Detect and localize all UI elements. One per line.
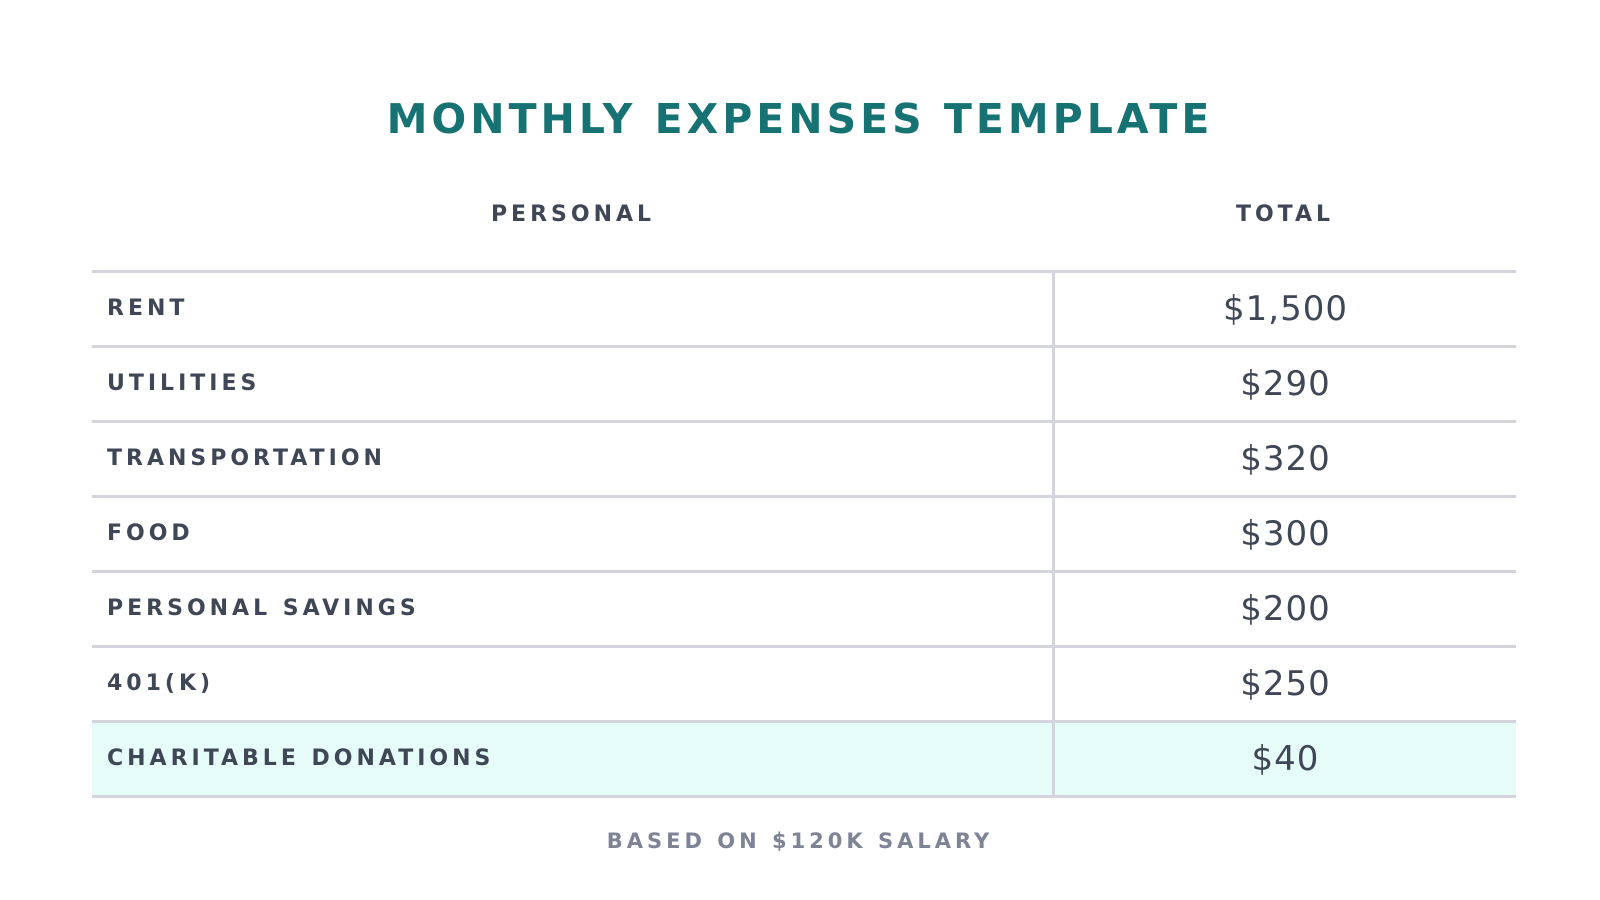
table-row: UTILITIES $290 <box>92 348 1516 423</box>
column-divider <box>1052 648 1055 720</box>
row-value: $290 <box>1240 364 1331 404</box>
column-divider <box>1052 348 1055 420</box>
footnote: BASED ON $120K SALARY <box>606 829 994 853</box>
column-divider <box>1052 573 1055 645</box>
row-label: 401(K) <box>107 671 215 696</box>
table-row-highlighted: CHARITABLE DONATIONS $40 <box>92 723 1516 798</box>
table-row: FOOD $300 <box>92 498 1516 573</box>
column-divider <box>1052 723 1055 795</box>
table-header: PERSONAL TOTAL <box>92 200 1516 230</box>
column-header-total: TOTAL <box>1235 202 1335 227</box>
table-row: 401(K) $250 <box>92 648 1516 723</box>
row-label: FOOD <box>107 521 194 546</box>
column-divider <box>1052 423 1055 495</box>
expenses-table: RENT $1,500 UTILITIES $290 TRANSPORTATIO… <box>92 270 1516 798</box>
row-value: $40 <box>1251 739 1320 779</box>
row-label: CHARITABLE DONATIONS <box>107 746 495 771</box>
row-label: TRANSPORTATION <box>107 446 386 471</box>
row-value: $1,500 <box>1223 289 1348 329</box>
page-title: MONTHLY EXPENSES TEMPLATE <box>386 95 1214 143</box>
row-value: $320 <box>1240 439 1331 479</box>
column-header-personal: PERSONAL <box>490 202 656 227</box>
row-value: $200 <box>1240 589 1331 629</box>
column-divider <box>1052 498 1055 570</box>
column-divider <box>1052 273 1055 345</box>
row-label: RENT <box>107 296 189 321</box>
row-label: UTILITIES <box>107 371 261 396</box>
row-value: $250 <box>1240 664 1331 704</box>
table-row: PERSONAL SAVINGS $200 <box>92 573 1516 648</box>
table-row: RENT $1,500 <box>92 273 1516 348</box>
table-row: TRANSPORTATION $320 <box>92 423 1516 498</box>
row-label: PERSONAL SAVINGS <box>107 596 420 621</box>
row-value: $300 <box>1240 514 1331 554</box>
